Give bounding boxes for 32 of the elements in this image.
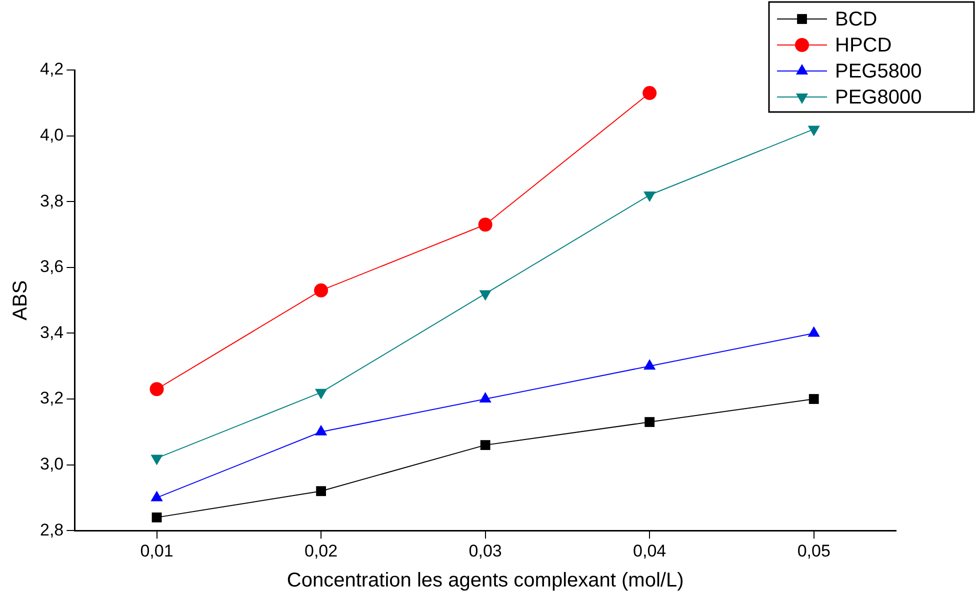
y-tick-label: 3,6	[40, 257, 64, 276]
point	[150, 382, 164, 396]
legend-label: PEG8000	[835, 86, 922, 109]
point	[479, 290, 492, 301]
point	[644, 417, 655, 427]
point	[808, 394, 819, 404]
x-axis-title: Concentration les agents complexant (mol/L)	[286, 570, 684, 592]
x-tick-label: 0,03	[468, 541, 502, 560]
y-tick-label: 2,8	[40, 520, 64, 540]
legend-label: HPCD	[835, 34, 892, 57]
y-axis-title: ABS	[10, 280, 32, 320]
x-tick-label: 0,04	[633, 541, 666, 560]
point	[314, 388, 328, 400]
legend-label: BCD	[835, 8, 878, 31]
y-tick-label: 3,2	[40, 388, 64, 408]
y-tick-label: 3,0	[40, 454, 64, 474]
y-tick-label: 3,8	[40, 191, 64, 210]
point	[480, 440, 490, 450]
x-tick-label: 0,02	[304, 541, 338, 560]
point	[478, 218, 492, 232]
point	[644, 192, 656, 202]
point	[314, 283, 328, 298]
point	[808, 126, 820, 136]
point	[642, 86, 657, 100]
y-tick-label: 4,0	[40, 125, 64, 144]
point	[316, 486, 326, 496]
y-tick-label: 3,4	[40, 322, 64, 342]
x-tick-label: 0,05	[797, 541, 830, 560]
legend-label: PEG5800	[835, 60, 922, 83]
y-tick-label: 4,2	[40, 60, 64, 79]
point	[152, 512, 162, 522]
x-tick-label: 0,01	[140, 541, 174, 560]
